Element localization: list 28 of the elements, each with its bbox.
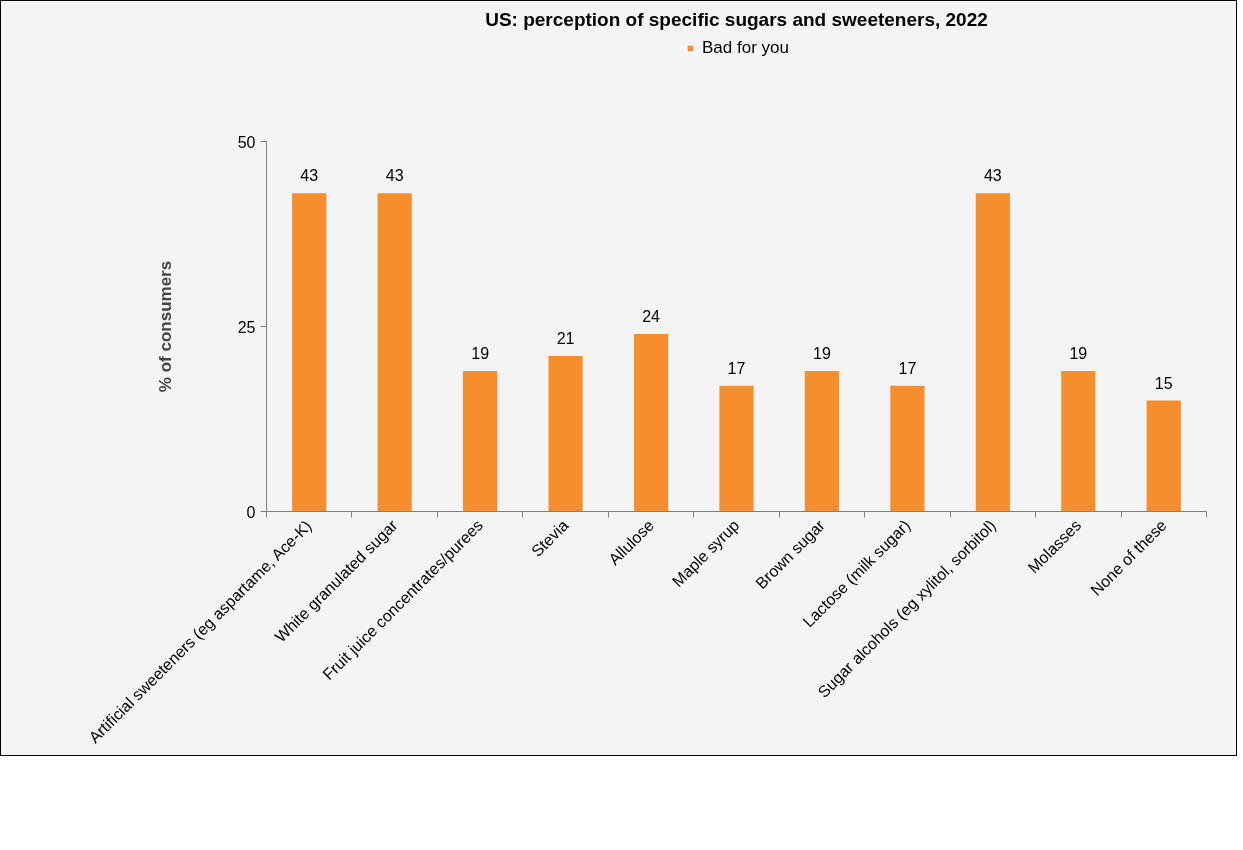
data-label: 19: [813, 344, 831, 362]
bar: [463, 370, 498, 512]
data-label: 24: [642, 307, 661, 325]
data-label: 43: [300, 167, 319, 185]
y-tick-label: 25: [237, 318, 256, 336]
y-axis-title: % of consumers: [155, 260, 175, 393]
bar: [804, 370, 840, 512]
bar: [1061, 370, 1096, 512]
data-label: 15: [1154, 374, 1173, 392]
bar: [377, 193, 412, 512]
bar: [1146, 400, 1181, 512]
data-label: 43: [385, 167, 404, 185]
bar: [719, 385, 754, 512]
bar: [890, 385, 925, 512]
bar: [292, 193, 327, 512]
y-tick-label: 0: [246, 503, 256, 521]
data-label: 43: [983, 167, 1002, 185]
bar: [548, 356, 583, 512]
chart-title: US: perception of specific sugars and sweeteners, 2022: [485, 8, 988, 30]
bar: [975, 193, 1010, 512]
data-label: 19: [1069, 344, 1088, 362]
legend-label: Bad for you: [702, 38, 789, 58]
data-label: 19: [471, 344, 490, 362]
data-label: 17: [898, 359, 917, 377]
data-label: 17: [727, 359, 746, 377]
bar: [633, 333, 669, 512]
y-tick-label: 50: [237, 133, 256, 151]
data-label: 21: [556, 330, 575, 348]
